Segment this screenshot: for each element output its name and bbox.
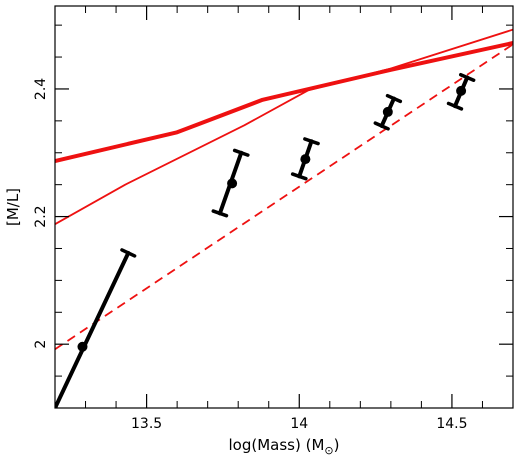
y-tick-label: 2.2 xyxy=(33,205,49,227)
error-cap-low xyxy=(373,121,390,131)
data-marker xyxy=(300,154,311,165)
y-axis-label: [M/L] xyxy=(4,188,22,226)
model-line-thick xyxy=(55,41,513,164)
x-tick-label: 13.5 xyxy=(131,416,162,432)
error-cap-high xyxy=(120,248,137,258)
y-tick-label: 2.4 xyxy=(33,78,49,100)
x-tick-label: 14 xyxy=(290,416,308,432)
x-axis-label: log(Mass) (M⊙) xyxy=(229,436,340,457)
x-tick-label: 14.5 xyxy=(436,416,467,432)
model-line-thin xyxy=(55,28,513,225)
error-cap-low xyxy=(446,101,464,111)
data-points xyxy=(55,72,476,408)
data-marker xyxy=(227,178,238,189)
error-cap-low xyxy=(290,172,308,181)
model-line-dashed xyxy=(55,43,513,351)
error-bar xyxy=(55,250,131,408)
error-cap-high xyxy=(459,72,476,82)
plot-frame xyxy=(54,5,514,409)
data-marker xyxy=(382,106,393,117)
y-tick-label: 2 xyxy=(33,340,49,349)
y-axis: 2 2.2 2.4 xyxy=(33,24,513,409)
error-cap-high xyxy=(232,148,250,157)
data-point-3 xyxy=(290,137,320,181)
data-point-4 xyxy=(373,93,403,131)
error-cap-low xyxy=(211,209,229,218)
data-point-1 xyxy=(55,248,137,408)
data-marker xyxy=(77,341,88,352)
error-cap-high xyxy=(303,137,320,146)
data-marker xyxy=(456,85,467,96)
model-curves xyxy=(55,28,513,351)
x-axis: 13.5 14 14.5 xyxy=(54,6,514,432)
error-cap-high xyxy=(385,93,403,104)
data-point-2 xyxy=(211,148,250,218)
data-point-5 xyxy=(446,72,476,111)
